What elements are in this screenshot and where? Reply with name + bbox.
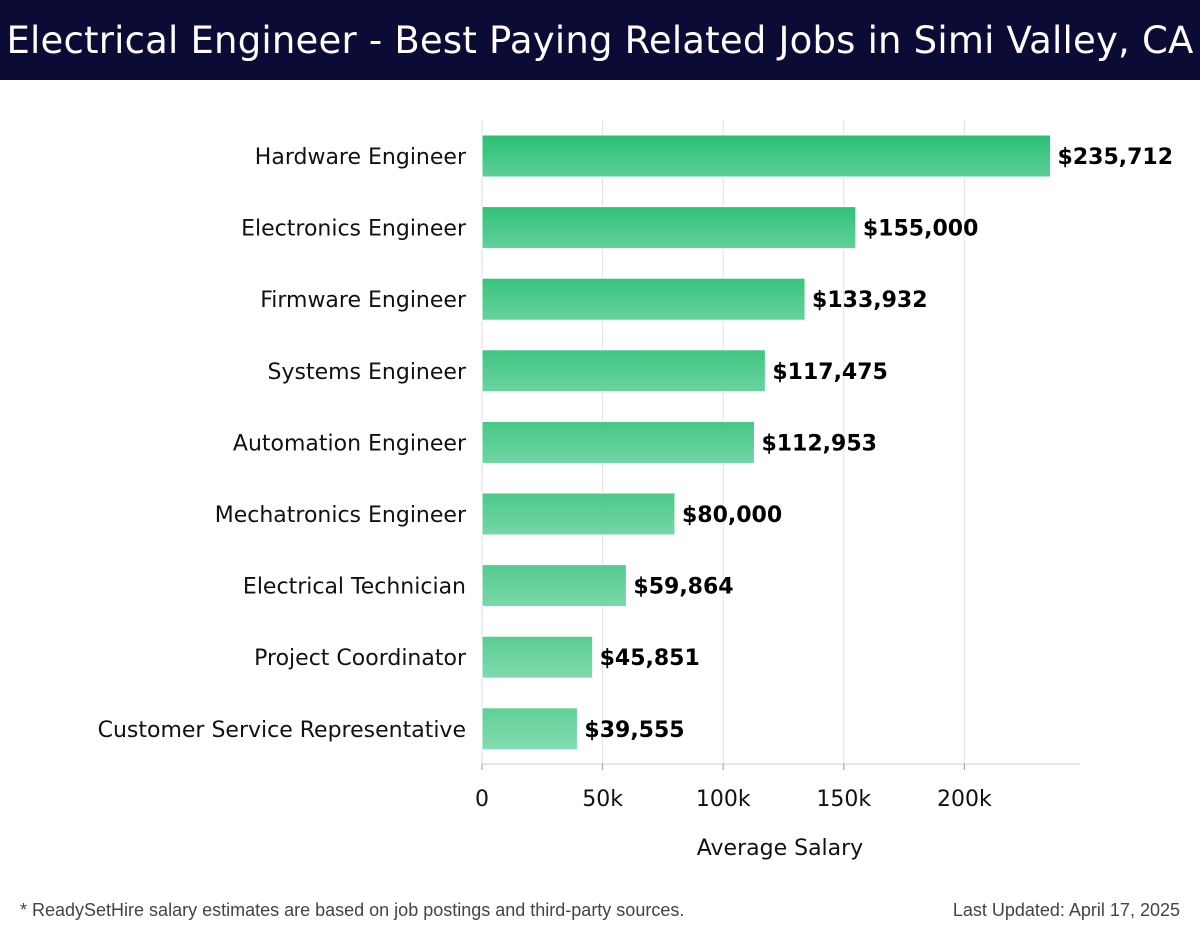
bar xyxy=(481,420,755,464)
value-label: $155,000 xyxy=(863,217,979,242)
x-axis-title: Average Salary xyxy=(697,836,863,861)
bar-group: Mechatronics Engineer $80,000 xyxy=(215,492,782,536)
x-tick-label: 200k xyxy=(937,787,992,812)
value-label: $112,953 xyxy=(761,431,877,456)
value-label: $59,864 xyxy=(633,575,733,600)
chart-title: Electrical Engineer - Best Paying Relate… xyxy=(6,18,1194,62)
category-label: Mechatronics Engineer xyxy=(215,503,467,528)
bar xyxy=(481,134,1052,178)
value-label: $80,000 xyxy=(682,503,782,528)
x-tick-label: 150k xyxy=(816,787,871,812)
bar xyxy=(481,564,627,608)
category-label: Electronics Engineer xyxy=(241,217,467,242)
category-label: Firmware Engineer xyxy=(260,288,467,313)
bar-group: Systems Engineer $117,475 xyxy=(268,349,888,393)
value-label: $39,555 xyxy=(584,718,684,743)
value-label: $235,712 xyxy=(1058,145,1174,170)
bar-group: Project Coordinator $45,851 xyxy=(254,635,700,679)
bar-group: Automation Engineer $112,953 xyxy=(233,420,877,464)
category-label: Systems Engineer xyxy=(268,360,467,385)
bar xyxy=(481,349,766,393)
chart-header: Electrical Engineer - Best Paying Relate… xyxy=(0,0,1200,80)
bar-group: Hardware Engineer $235,712 xyxy=(255,134,1174,178)
bar-group: Customer Service Representative $39,555 xyxy=(98,707,685,751)
bar xyxy=(481,492,676,536)
bar xyxy=(481,277,806,321)
footer-note: * ReadySetHire salary estimates are base… xyxy=(20,900,685,920)
bar xyxy=(481,635,594,679)
category-label: Customer Service Representative xyxy=(98,718,466,743)
value-label: $117,475 xyxy=(772,360,888,385)
x-tick-label: 50k xyxy=(582,787,623,812)
x-axis: 0 50k 100k 150k 200k xyxy=(475,763,1080,812)
x-tick-label: 0 xyxy=(475,787,489,812)
bar-chart: Hardware Engineer $235,712 Electronics Eng… xyxy=(98,120,1174,861)
category-label: Automation Engineer xyxy=(233,431,467,456)
category-label: Hardware Engineer xyxy=(255,145,467,170)
category-label: Electrical Technician xyxy=(243,575,466,600)
bar xyxy=(481,707,578,751)
value-label: $133,932 xyxy=(812,288,928,313)
bar-group: Electronics Engineer $155,000 xyxy=(241,206,979,250)
bar xyxy=(481,206,857,250)
bar-group: Electrical Technician $59,864 xyxy=(243,564,734,608)
x-tick-label: 100k xyxy=(696,787,751,812)
category-label: Project Coordinator xyxy=(254,646,467,671)
bar-group: Firmware Engineer $133,932 xyxy=(260,277,928,321)
bars: Hardware Engineer $235,712 Electronics Eng… xyxy=(98,134,1174,751)
last-updated: Last Updated: April 17, 2025 xyxy=(952,900,1180,920)
value-label: $45,851 xyxy=(600,646,700,671)
